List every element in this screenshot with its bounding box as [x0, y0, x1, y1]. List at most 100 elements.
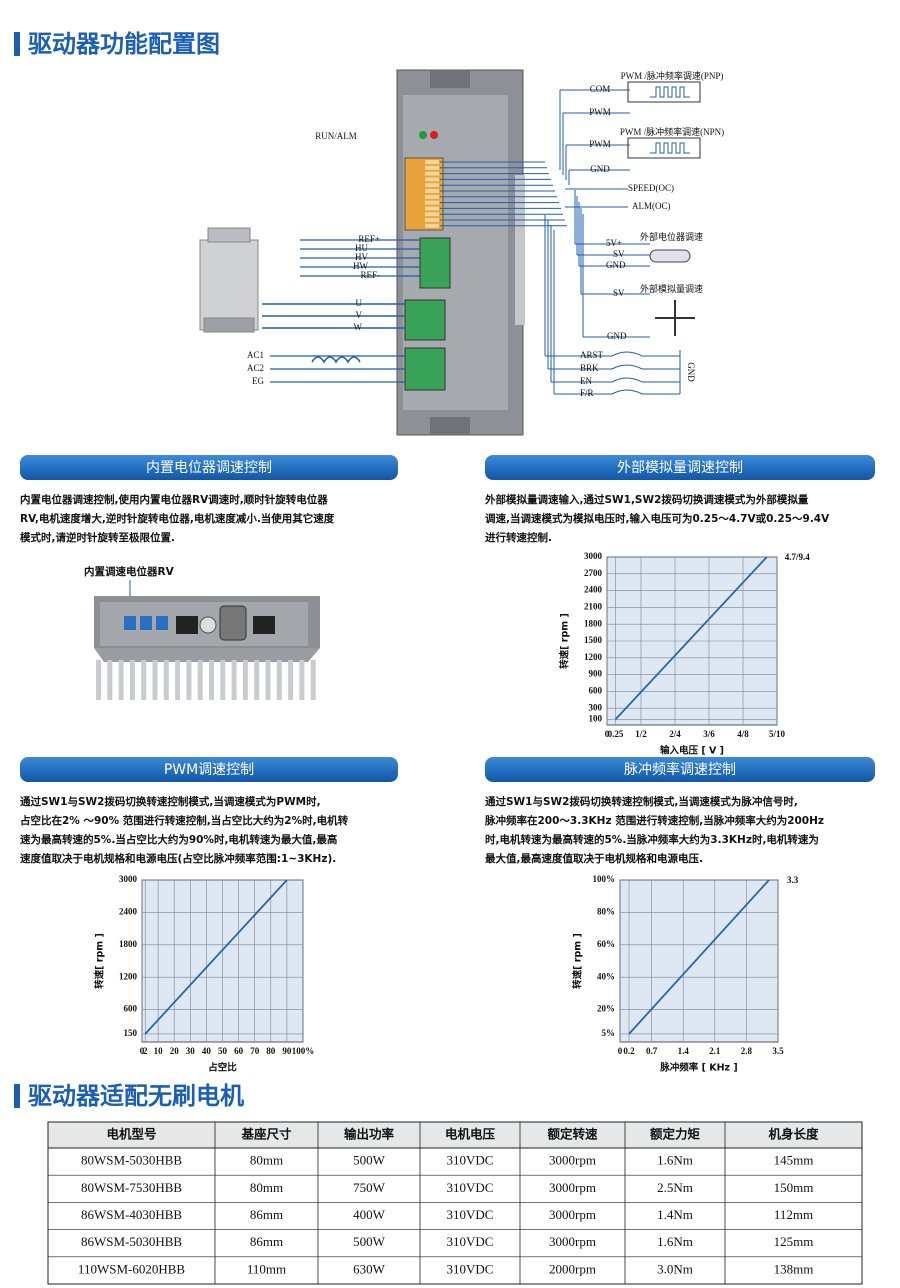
heatsink-fin [96, 660, 101, 700]
y-tick-label: 40% [597, 971, 615, 981]
diagram-label: COM [590, 84, 611, 94]
x-tick-label: 50 [218, 1046, 228, 1056]
y-tick-label: 1500 [584, 635, 603, 645]
diagram-label: 外部模拟量调速 [640, 283, 703, 294]
x-tick-label: 5/10 [769, 729, 786, 739]
table-cell: 86WSM-5030HBB [81, 1234, 182, 1249]
panel-title-bar [485, 455, 875, 480]
led-green [419, 131, 427, 139]
heatsink-fin [163, 660, 169, 700]
x-tick-label: 4/8 [737, 729, 749, 739]
table-cell: 310VDC [447, 1261, 494, 1276]
table-header-cell: 额定力矩 [650, 1127, 701, 1142]
power-terminal [404, 347, 446, 391]
x-tick-label: 1.4 [678, 1046, 690, 1056]
y-tick-label: 300 [589, 702, 603, 712]
heatsink-fin [288, 660, 294, 700]
diagram-label: HU [355, 243, 368, 253]
table-cell: 86WSM-4030HBB [81, 1207, 182, 1222]
diagram-label: HW [353, 261, 368, 271]
x-tick-label: 1/2 [635, 729, 647, 739]
terminal-pin [425, 183, 439, 188]
diagram-label: 外部电位器调速 [640, 231, 703, 242]
connector [219, 605, 247, 641]
terminal-pin [425, 171, 439, 176]
switch [611, 377, 643, 383]
switch [611, 364, 643, 370]
data-line [144, 879, 288, 1035]
table-cell: 110mm [247, 1261, 286, 1276]
x-tick-label: 90 [282, 1046, 292, 1056]
diagram-label: SPEED(OC) [628, 183, 674, 193]
heatsink-fin [299, 660, 305, 700]
diagram-label: SV [613, 288, 625, 298]
table-cell: 125mm [774, 1234, 814, 1249]
motor-body [199, 239, 259, 331]
table-cell: 80mm [250, 1153, 283, 1168]
y-tick-label: 80% [597, 906, 615, 916]
y-tick-label: 5% [602, 1028, 616, 1038]
y-tick-label: 1200 [584, 652, 603, 662]
section-marker [14, 1084, 20, 1108]
terminal-pin [425, 165, 439, 170]
heatsink-fin [231, 660, 237, 700]
diagram-label: EG [252, 376, 264, 386]
x-tick-label: 70 [250, 1046, 260, 1056]
table-cell: 400W [353, 1207, 386, 1222]
pulse-wave [650, 142, 690, 154]
panel-title: 内置电位器调速控制 [146, 460, 272, 476]
y-tick-label: 150 [124, 1028, 138, 1038]
panel-text: 通过SW1与SW2拨码切换转速控制模式,当调速模式为脉冲信号时, [485, 795, 798, 808]
heatsink-fin [310, 660, 316, 700]
panel-text: 时,电机转速为最高转速的5%.当脉冲频率大约为3.3KHz时,电机转速为 [485, 833, 819, 846]
annotation: 4.7/9.4 [785, 552, 811, 562]
data-line [614, 556, 768, 721]
heatsink-fin [265, 660, 271, 700]
table-cell: 750W [353, 1180, 386, 1195]
diagram-label: REF+ [358, 234, 380, 244]
panel-text: 调速,当调速模式为模拟电压时,输入电压可为0.25～4.7V或0.25～9.4V [485, 512, 830, 525]
diagram-label: BRK [580, 363, 599, 373]
pulse-box [627, 137, 701, 159]
table-cell: 310VDC [447, 1234, 494, 1249]
title-marker [14, 32, 20, 56]
x-tick-label: 0 [618, 1046, 623, 1056]
table-header-cell: 基座尺寸 [240, 1127, 292, 1142]
table-cell: 145mm [774, 1153, 814, 1168]
table-cell: 112mm [774, 1207, 813, 1222]
table-cell: 86mm [250, 1207, 283, 1222]
x-tick-label: 2.8 [741, 1046, 753, 1056]
panel-title-bar [485, 757, 875, 782]
y-tick-label: 3000 [119, 874, 138, 884]
heatsink-base [94, 648, 320, 662]
panel-text: 模式时,请逆时针旋转至极限位置. [20, 531, 175, 544]
x-axis-label: 输入电压 [ V ] [660, 745, 724, 757]
heatsink-fin [118, 660, 124, 700]
terminal-pin [425, 218, 439, 222]
diagram-label: ALM(OC) [632, 201, 671, 211]
diagram-label: PWM /脉冲频率调速(PNP) [621, 70, 724, 81]
panel-title-bar [20, 455, 398, 480]
terminal-pin [425, 200, 439, 205]
diagram-label: RUN/ALM [315, 131, 357, 141]
x-tick-label: 40 [202, 1046, 212, 1056]
y-tick-label: 2100 [584, 601, 603, 611]
diagram-label: W [354, 322, 363, 332]
rv-pot [124, 616, 136, 630]
potentiometer [649, 249, 691, 263]
panel-text: 速度值取决于电机规格和电源电压(占空比脉冲频率范围:1~3KHz). [20, 852, 336, 865]
x-tick-label: 3/6 [703, 729, 715, 739]
heatsink-fin [129, 660, 135, 700]
table-cell: 500W [353, 1153, 386, 1168]
panel-title-bar [20, 757, 398, 782]
diagram-label: V [356, 310, 363, 320]
table-header-cell: 额定转速 [547, 1127, 598, 1142]
table-cell: 86mm [250, 1234, 283, 1249]
y-tick-label: 2400 [119, 906, 138, 916]
diagram-label: GND [590, 164, 610, 174]
table-cell: 3000rpm [549, 1180, 596, 1195]
table-cell: 80mm [250, 1180, 283, 1195]
y-tick-label: 600 [124, 1004, 138, 1014]
diagram-label: AC1 [247, 350, 264, 360]
terminal-pin [425, 212, 439, 217]
